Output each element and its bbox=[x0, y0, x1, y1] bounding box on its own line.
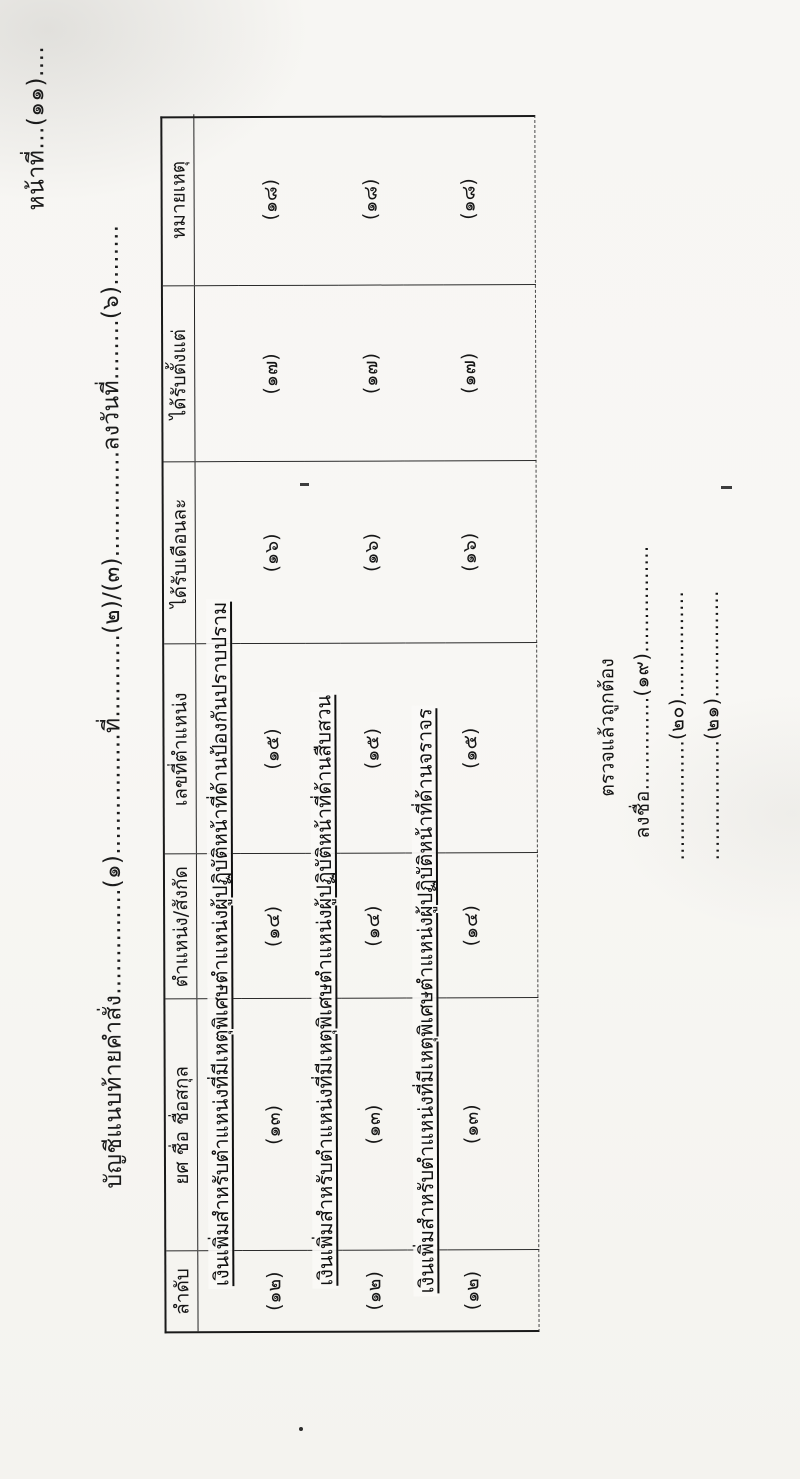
cell-effective-date: (๑๗) bbox=[337, 284, 404, 462]
section-title-traffic: เงินเพิ่มสำหรับตำแหน่งที่มีเหตุพิเศษตำแห… bbox=[410, 704, 439, 1296]
cell-sequence: (๑๒) bbox=[262, 1270, 285, 1311]
signature-line-3: ..................(๒๑)................ bbox=[699, 589, 724, 860]
cell-monthly-amount: (๑๖) bbox=[338, 460, 405, 644]
empty-cell bbox=[302, 285, 339, 462]
page-number: หน้าที่...(๑๑).... bbox=[22, 45, 50, 211]
scan-artifact-dash bbox=[721, 486, 732, 489]
cell-position-number: (๑๕) bbox=[239, 643, 305, 854]
empty-cell bbox=[402, 112, 443, 285]
col-header-position-number: เลขที่ตำแหน่ง bbox=[163, 643, 196, 854]
cell-rank-name: (๑๓) bbox=[340, 997, 407, 1251]
col-header-remarks: หมายเหตุ bbox=[161, 113, 194, 286]
signature-line-1: ลงชื่อ..............(๑๙)................ bbox=[629, 544, 654, 839]
col-header-rank-name-surname: ยศ ชื่อ ชื่อสกุล bbox=[164, 998, 198, 1251]
cell-effective-date: (๑๗) bbox=[237, 285, 304, 462]
empty-cell bbox=[303, 461, 340, 644]
signature-line-2: ..................(๒๐)................ bbox=[664, 590, 689, 861]
cell-remarks: (๑๘) bbox=[442, 112, 535, 285]
empty-cell bbox=[193, 113, 238, 286]
data-row-1: (๑๒) (๑๓) (๑๔) (๑๕) (๑๖) (๑๗) (๑๘) bbox=[237, 113, 307, 1330]
scan-artifact-dash bbox=[300, 483, 309, 486]
cell-sequence: (๑๒) bbox=[362, 1270, 385, 1311]
cell-position-unit: (๑๔) bbox=[444, 852, 538, 998]
section-title-investigation: เงินเพิ่มสำหรับตำแหน่งที่มีเหตุพิเศษตำแห… bbox=[309, 691, 338, 1289]
section-title-prevention-suppression: เงินเพิ่มสำหรับตำแหน่งที่มีเหตุพิเศษตำแห… bbox=[205, 598, 234, 1289]
cell-rank-name: (๑๓) bbox=[445, 997, 539, 1250]
empty-cell bbox=[402, 284, 444, 461]
empty-cell bbox=[302, 113, 338, 286]
data-row-2: (๑๒) (๑๓) (๑๔) (๑๕) (๑๖) (๑๗) (๑๘) bbox=[337, 112, 407, 1330]
empty-cell bbox=[193, 285, 239, 462]
cell-remarks: (๑๘) bbox=[337, 112, 403, 286]
cell-rank-name: (๑๓) bbox=[240, 998, 307, 1251]
col-header-position-unit: ตำแหน่ง/สังกัด bbox=[164, 853, 197, 999]
table-header-row: ลำดับ ยศ ชื่อ ชื่อสกุล ตำแหน่ง/สังกัด เล… bbox=[161, 113, 198, 1331]
allowance-table: ลำดับ ยศ ชื่อ ชื่อสกุล ตำแหน่ง/สังกัด เล… bbox=[159, 112, 540, 1333]
cell-effective-date: (๑๗) bbox=[442, 284, 536, 461]
cell-monthly-amount: (๑๖) bbox=[443, 460, 537, 643]
data-row-3: (๑๒) (๑๓) (๑๔) (๑๕) (๑๖) (๑๗) (๑๘) bbox=[442, 112, 539, 1330]
cell-monthly-amount: (๑๖) bbox=[238, 461, 305, 644]
cell-remarks: (๑๘) bbox=[237, 113, 303, 286]
cell-position-number: (๑๕) bbox=[444, 642, 537, 853]
col-header-effective-date: ได้รับตั้งแต่ bbox=[162, 285, 195, 462]
col-header-sequence: ลำดับ bbox=[165, 1250, 198, 1331]
signature-block: ตรวจแล้วถูกต้อง ลงชื่อ..............(๑๙)… bbox=[588, 545, 729, 861]
cell-position-unit: (๑๔) bbox=[239, 853, 306, 999]
cell-sequence: (๑๒) bbox=[460, 1270, 483, 1310]
scan-artifact-dot bbox=[299, 1427, 303, 1431]
col-header-monthly-amount: ได้รับเดือนละ bbox=[163, 461, 196, 644]
cell-position-number: (๑๕) bbox=[339, 642, 405, 854]
document-title-line: บัญชีแนบท้ายคำสั่ง..............(๑).....… bbox=[97, 224, 127, 1189]
verified-correct-label: ตรวจแล้วถูกต้อง bbox=[594, 657, 619, 797]
cell-position-unit: (๑๔) bbox=[339, 852, 406, 999]
empty-cell bbox=[403, 460, 445, 643]
